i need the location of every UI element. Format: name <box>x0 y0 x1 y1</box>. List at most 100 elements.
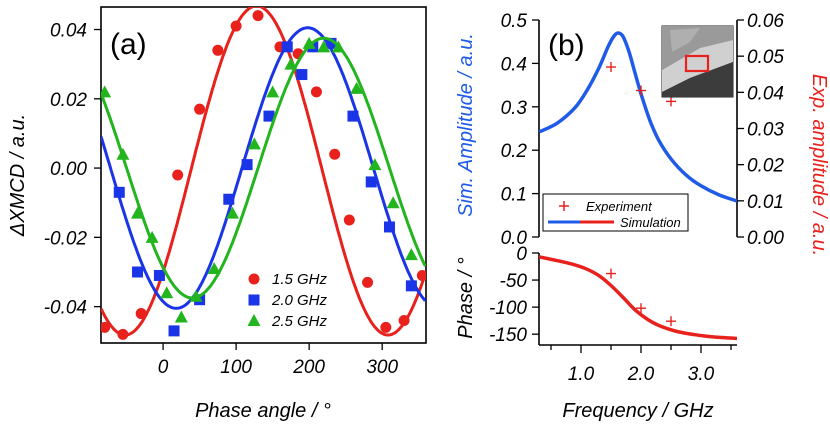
point-25ghz-5 <box>174 310 188 323</box>
point-15ghz-15 <box>380 321 392 333</box>
frequency-tick-label: 2.0 <box>627 364 655 385</box>
legend-label-2p5ghz: 2.5 GHz <box>271 313 328 330</box>
fit-curve-15ghz <box>101 7 426 337</box>
point-15ghz-17 <box>416 269 426 281</box>
point-15ghz-13 <box>343 214 355 226</box>
legend-marker-2p5ghz <box>247 314 261 326</box>
amplitude-right-tick-label: 0.06 <box>747 11 784 32</box>
point-20ghz-3 <box>168 325 180 337</box>
phase-simulation-curve <box>539 255 737 341</box>
point-20ghz-15 <box>405 280 417 292</box>
panel-a-xtick-label: 200 <box>292 357 325 378</box>
phase-tick-label: 0 <box>516 244 527 265</box>
amplitude-left-tick-label: 0.2 <box>501 141 528 162</box>
point-20ghz-12 <box>347 110 359 122</box>
point-25ghz-9 <box>247 137 261 150</box>
legend-label-1p5ghz: 1.5 GHz <box>272 271 328 288</box>
point-20ghz-9 <box>296 69 308 81</box>
point-15ghz-0 <box>101 321 111 333</box>
point-25ghz-11 <box>284 57 298 70</box>
point-15ghz-12 <box>329 148 341 160</box>
phase-experiment-point <box>636 303 646 314</box>
point-25ghz-16 <box>368 158 382 171</box>
point-25ghz-0 <box>101 85 112 98</box>
point-15ghz-7 <box>230 20 242 32</box>
legend-marker-1p5ghz <box>248 273 260 285</box>
panel-a-xtick-label: 0 <box>158 357 169 378</box>
legend-simulation-label: Simulation <box>620 215 681 230</box>
point-25ghz-7 <box>207 262 221 275</box>
inset-micrograph <box>661 25 734 98</box>
panel-a-frame <box>100 6 427 344</box>
panel-a-xtick-label: 100 <box>220 357 252 378</box>
phase-tick-label: -50 <box>500 271 528 292</box>
phase-tick-label: -150 <box>489 325 527 346</box>
amplitude-right-tick-label: 0.04 <box>747 83 784 104</box>
point-15ghz-1 <box>117 328 129 340</box>
phase-tick-label: -100 <box>489 298 527 319</box>
amplitude-simulation-curve <box>539 31 737 203</box>
point-25ghz-10 <box>266 85 280 98</box>
exp-amplitude-ylabel: Exp. amplitude / a.u. <box>808 74 830 256</box>
frequency-tick-label: 1.0 <box>568 364 595 385</box>
point-15ghz-8 <box>252 10 264 22</box>
point-25ghz-13 <box>317 40 331 53</box>
amplitude-right-tick-label: 0.01 <box>747 192 784 213</box>
point-25ghz-15 <box>350 81 364 94</box>
point-25ghz-12 <box>302 36 316 49</box>
point-25ghz-4 <box>160 286 174 299</box>
amplitude-right-tick-label: 0.05 <box>747 47 784 68</box>
panel-a-ytick-label: 0.00 <box>50 159 87 180</box>
panel-a-ytick-label: -0.04 <box>44 298 87 319</box>
point-25ghz-17 <box>386 196 400 209</box>
panel-b: 0.0 0.1 0.2 0.3 0.4 0.5 0.00 0.01 0.02 0.03 0.04 0.… <box>455 11 830 422</box>
panel-b-xlabel: Frequency / GHz <box>562 400 713 422</box>
point-25ghz-6 <box>189 289 203 302</box>
panel-a-ytick-label: 0.02 <box>50 90 87 111</box>
point-15ghz-6 <box>212 44 224 56</box>
point-25ghz-18 <box>404 248 418 261</box>
phase-experiment-point <box>666 316 676 327</box>
panel-a-xtick-label: 300 <box>366 357 398 378</box>
panel-b-label: (b) <box>548 29 585 62</box>
amplitude-left-tick-label: 0.1 <box>501 185 527 206</box>
point-20ghz-8 <box>281 41 293 53</box>
point-20ghz-0 <box>113 186 125 198</box>
legend-label-2p0ghz: 2.0 GHz <box>271 292 328 309</box>
amplitude-left-tick-label: 0.4 <box>501 54 527 75</box>
point-20ghz-13 <box>365 176 377 188</box>
legend-experiment-label: Experiment <box>586 199 653 214</box>
amplitude-left-tick-label: 0.0 <box>501 228 528 249</box>
point-25ghz-14 <box>331 40 345 53</box>
panel-a-ylabel: ΔXMCD / a.u. <box>7 114 29 237</box>
point-25ghz-3 <box>145 230 159 243</box>
phase-experiment-point <box>606 268 616 279</box>
amplitude-experiment-point <box>666 96 676 107</box>
panel-a-ytick-label: -0.02 <box>44 228 88 249</box>
panel-a-legend: 1.5 GHz 2.0 GHz 2.5 GHz <box>247 271 328 330</box>
panel-b-legend: Experiment Simulation <box>542 193 689 232</box>
phase-ylabel: Phase / ° <box>455 257 477 338</box>
point-20ghz-1 <box>132 266 144 278</box>
panel-a: (a) Phase angle / ° ΔXMCD / a.u. 0 100 200… <box>7 6 427 422</box>
fit-curve-20ghz <box>101 26 426 310</box>
point-20ghz-11 <box>325 37 337 49</box>
amplitude-right-tick-label: 0.03 <box>747 120 784 141</box>
amplitude-left-tick-label: 0.3 <box>501 98 528 119</box>
panel-a-label: (a) <box>110 28 147 61</box>
point-25ghz-1 <box>116 147 130 160</box>
point-25ghz-2 <box>131 206 145 219</box>
point-20ghz-2 <box>153 269 165 281</box>
panel-a-ytick-label: 0.04 <box>50 21 87 42</box>
legend-marker-2p0ghz <box>248 294 260 306</box>
inset-roi-marker <box>684 54 710 73</box>
point-15ghz-5 <box>194 103 206 115</box>
point-15ghz-16 <box>398 314 410 326</box>
point-15ghz-11 <box>310 86 322 98</box>
sim-amplitude-ylabel: Sim. Amplitude / a.u. <box>455 33 477 217</box>
point-20ghz-7 <box>263 110 275 122</box>
fit-curve-25ghz <box>101 36 426 300</box>
amplitude-experiment-point <box>606 62 616 73</box>
amplitude-left-tick-label: 0.5 <box>501 11 528 32</box>
